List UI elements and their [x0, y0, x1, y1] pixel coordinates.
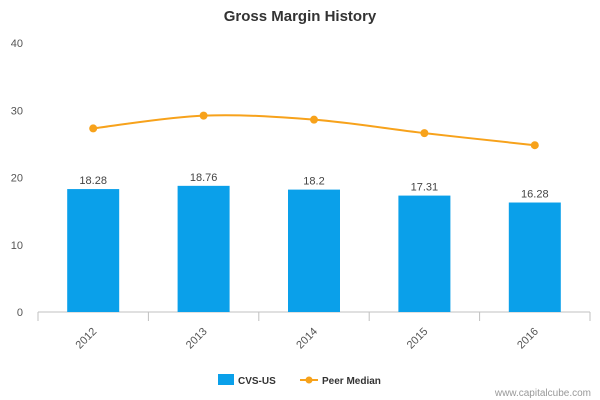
watermark: www.capitalcube.com — [494, 388, 591, 399]
x-tick-label: 2014 — [294, 326, 320, 352]
chart-title: Gross Margin History — [224, 8, 377, 25]
bar-data-label: 18.28 — [79, 175, 107, 187]
legend: CVS-US Peer Median — [218, 374, 381, 387]
bar-2014 — [288, 189, 340, 312]
bar-2015 — [398, 195, 451, 312]
bar-data-labels: 18.28 18.76 18.2 17.31 16.28 — [79, 172, 548, 201]
x-tick-label: 2012 — [74, 326, 100, 352]
y-tick-label: 20 — [11, 173, 23, 185]
bar-2016 — [508, 202, 561, 312]
bar-data-label: 18.76 — [190, 172, 218, 184]
peer-median-point-2015 — [420, 129, 429, 138]
bar-data-label: 17.31 — [411, 182, 439, 194]
peer-median-point-2016 — [530, 141, 539, 150]
legend-label-cvs-us: CVS-US — [238, 376, 276, 387]
x-tick-label: 2015 — [405, 326, 431, 352]
x-tick-label: 2016 — [515, 326, 541, 352]
y-axis: 0 10 20 30 40 — [11, 38, 23, 319]
bar-2013 — [177, 185, 230, 312]
y-tick-label: 30 — [11, 105, 23, 117]
line-series-peer-median — [89, 111, 539, 150]
peer-median-point-2014 — [310, 115, 318, 124]
bar-series-cvs-us — [67, 185, 561, 312]
bar-data-label: 18.2 — [303, 176, 324, 188]
peer-median-point-2012 — [89, 124, 98, 133]
legend-marker-peer-median — [305, 376, 313, 384]
bar-data-label: 16.28 — [521, 189, 549, 201]
y-tick-label: 10 — [11, 240, 23, 252]
y-tick-label: 40 — [11, 38, 23, 50]
y-tick-label: 0 — [17, 307, 23, 319]
legend-label-peer-median: Peer Median — [322, 376, 381, 387]
x-axis: 2012 2013 2014 2015 2016 — [37, 311, 591, 352]
bar-2012 — [67, 189, 120, 312]
legend-swatch-cvs-us — [218, 374, 234, 385]
x-tick-label: 2013 — [184, 326, 210, 352]
peer-median-point-2013 — [199, 111, 208, 120]
